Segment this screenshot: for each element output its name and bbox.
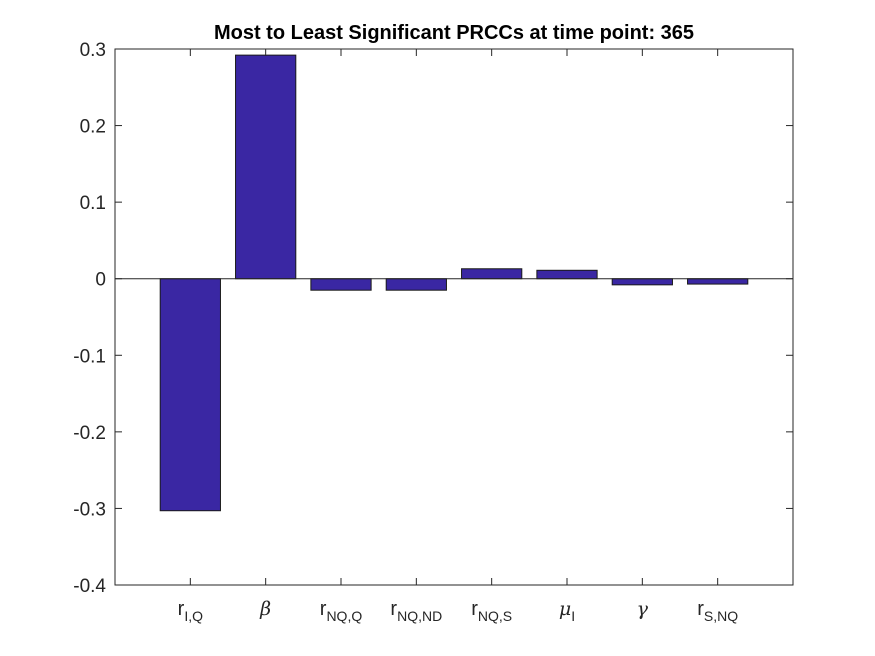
- y-tick-label: 0.3: [80, 40, 106, 61]
- bar-6: [536, 269, 598, 280]
- y-tick-label: 0: [95, 270, 106, 291]
- x-tick-label: rNQ,ND: [390, 598, 442, 624]
- y-tick-label: 0.1: [80, 193, 106, 214]
- x-tick-label: μI: [559, 598, 575, 624]
- y-tick-label: 0.2: [80, 117, 106, 138]
- y-tick-label: -0.1: [73, 346, 106, 367]
- bar-3: [310, 278, 372, 291]
- y-axis: -0.4 -0.3 -0.2 -0.1 0 0.1 0.2 0.3: [73, 40, 793, 597]
- x-tick-label: γ: [637, 598, 649, 620]
- bar-7: [611, 278, 673, 286]
- bar-1: [159, 278, 221, 512]
- y-tick-label: -0.3: [73, 499, 106, 520]
- bar-2: [235, 54, 297, 280]
- x-tick-label: rI,Q: [178, 598, 203, 624]
- y-tick-label: -0.4: [73, 576, 106, 597]
- bar-4: [385, 278, 447, 291]
- bar-5: [461, 268, 523, 280]
- x-axis: rI,Q β rNQ,Q rNQ,ND rNQ,S μI γ rS,NQ: [178, 49, 738, 624]
- y-tick-label: -0.2: [73, 423, 106, 444]
- x-tick-label: β: [259, 598, 271, 620]
- bar-group: [159, 54, 749, 512]
- bar-8: [687, 278, 749, 285]
- chart-title: Most to Least Significant PRCCs at time …: [214, 22, 694, 44]
- axes-box: [114, 48, 794, 586]
- x-tick-label: rNQ,S: [471, 598, 512, 624]
- x-tick-label: rS,NQ: [697, 598, 738, 624]
- x-tick-label: rNQ,Q: [320, 598, 363, 624]
